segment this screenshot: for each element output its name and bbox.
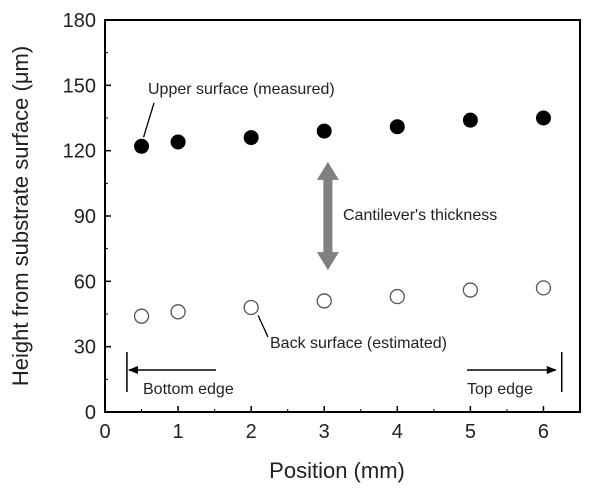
upper-surface-point <box>243 130 259 146</box>
upper-surface-point <box>134 138 150 154</box>
back-surface-leader <box>257 315 269 338</box>
bottom-edge-label: Bottom edge <box>143 381 234 398</box>
back-surface-point <box>462 282 479 298</box>
labels-layer: Position (mm) Height from substrate surf… <box>8 46 533 483</box>
y-axis-title: Height from substrate surface (μm) <box>8 46 33 386</box>
y-tick-label: 60 <box>74 271 96 293</box>
y-tick-label: 0 <box>85 402 96 424</box>
upper-surface-leader <box>142 102 155 138</box>
back-surface-label: Back surface (estimated) <box>270 335 447 352</box>
upper-surface-label: Upper surface (measured) <box>148 81 335 98</box>
top-edge-label: Top edge <box>467 381 533 398</box>
x-tick-label: 1 <box>173 421 184 443</box>
back-surface-point <box>133 308 150 324</box>
thickness-arrow-head-down <box>316 252 339 271</box>
back-surface-point <box>535 280 552 296</box>
x-tick-label: 6 <box>538 421 549 443</box>
upper-surface-point <box>462 112 478 128</box>
back-surface-point <box>389 288 405 305</box>
x-tick-label: 4 <box>392 421 403 443</box>
upper-surface-point <box>170 134 186 150</box>
points-layer <box>133 110 552 324</box>
upper-surface-point <box>389 119 405 135</box>
x-tick-label: 0 <box>99 421 110 443</box>
back-surface-point <box>243 299 259 316</box>
upper-surface-point <box>316 123 332 139</box>
y-tick-label: 120 <box>63 141 96 163</box>
upper-surface-point <box>535 110 551 126</box>
x-tick-label: 5 <box>465 421 476 443</box>
y-tick-label: 30 <box>74 337 96 359</box>
x-tick-label: 3 <box>319 421 330 443</box>
annotation-layer <box>126 102 563 392</box>
y-tick-label: 180 <box>63 10 96 32</box>
y-tick-label: 150 <box>63 75 96 97</box>
x-axis-title: Position (mm) <box>269 458 405 483</box>
plot-frame <box>104 19 581 413</box>
x-tick-label: 2 <box>246 421 257 443</box>
back-surface-point <box>316 293 332 309</box>
y-tick-label: 90 <box>74 206 96 228</box>
thickness-arrow-head-up <box>316 161 339 180</box>
back-surface-point <box>170 304 186 320</box>
thickness-label: Cantilever's thickness <box>343 207 497 224</box>
